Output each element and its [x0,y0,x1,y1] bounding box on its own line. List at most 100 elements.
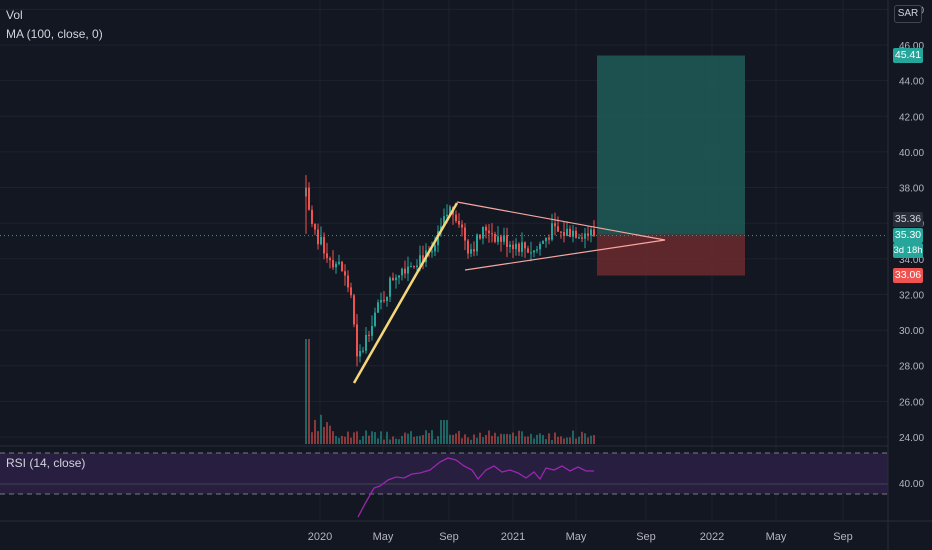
volume-bar [338,437,340,444]
volume-bar [572,430,574,444]
volume-bar [509,434,511,444]
candle-body [434,245,436,252]
volume-bar [488,430,490,444]
legend-rsi[interactable]: RSI (14, close) [6,456,86,470]
candle-body [539,243,541,250]
volume-bar [590,435,592,444]
candle-body [551,223,553,240]
volume-bar [545,439,547,444]
candle-body [395,277,397,281]
volume-bar [395,438,397,444]
candle-body [371,325,373,336]
volume-bar [371,431,373,444]
candle-body [359,351,361,357]
candle-body [494,233,496,242]
volume-bar [578,436,580,444]
volume-bar [557,436,559,444]
volume-bar [494,432,496,444]
candle-body [497,236,499,242]
volume-bar [458,430,460,444]
volume-bar [446,420,448,444]
volume-bar [539,433,541,444]
candle-body [560,231,562,233]
volume-bar [593,435,595,444]
candle-body [383,300,385,302]
volume-bar [374,432,376,444]
candle-body [404,268,406,274]
candle-body [398,275,400,278]
candle-body [545,237,547,242]
candle-body [563,232,565,237]
rsi-band [0,453,888,494]
candle-body [566,228,568,237]
drawings [352,201,666,384]
volume-bar [362,436,364,444]
volume-bars [305,339,595,444]
target-price-tag: 45.41 [893,48,923,63]
volume-bar [311,432,313,444]
volume-bar [485,435,487,444]
volume-bar [347,431,349,444]
candle-body [332,260,334,268]
volume-bar [341,435,343,444]
stop-zone [597,234,745,276]
volume-bar [533,438,535,444]
legend-vol[interactable]: Vol [6,8,23,22]
candle-body [356,324,358,357]
price-tick-label: 24.00 [899,433,924,444]
price-tick-label: 46.00 [899,41,924,52]
time-axis-label: Sep [439,531,459,543]
volume-bar [398,439,400,444]
time-axis-label: May [766,531,787,543]
candle-body [575,230,577,238]
candle-body [488,230,490,234]
candle-body [365,334,367,351]
volume-bar [404,432,406,444]
volume-bar [449,434,451,444]
volume-bar [587,437,589,444]
volume-bar [335,435,337,444]
candle-body [446,214,448,217]
volume-bar [422,435,424,444]
volume-bar [506,433,508,444]
volume-bar [308,339,310,444]
volume-bar [455,433,457,444]
time-axis-label: May [373,531,394,543]
currency-button[interactable]: SAR [894,5,922,23]
volume-bar [500,433,502,444]
candle-body [533,250,535,253]
candle-body [326,253,328,259]
flagpole-trendline [352,202,459,384]
candle-body [485,226,487,231]
candle-body [353,295,355,325]
volume-bar [416,436,418,444]
price-tick-label: 44.00 [899,77,924,88]
time-axis-label: May [566,531,587,543]
target-zone [597,55,745,235]
volume-bar [413,436,415,444]
volume-bar [497,436,499,444]
volume-bar [359,439,361,444]
candle-body [518,243,520,252]
volume-bar [563,438,565,444]
candle-body [374,312,376,326]
volume-bar [428,432,430,444]
price-tick-label: 28.00 [899,362,924,373]
candle-body [500,236,502,242]
volume-bar [482,437,484,444]
candle-body [536,249,538,251]
candle-body [311,209,313,224]
candle-body [455,214,457,222]
candle-body [410,266,412,268]
candle-body [458,221,460,225]
position-zones [0,55,888,276]
legend-ma[interactable]: MA (100, close, 0) [6,27,103,41]
volume-bar [467,437,469,444]
candle-body [368,334,370,336]
candle-body [338,261,340,264]
volume-bar [569,437,571,444]
volume-bar [329,425,331,444]
volume-bar [476,437,478,444]
volume-bar [521,431,523,444]
